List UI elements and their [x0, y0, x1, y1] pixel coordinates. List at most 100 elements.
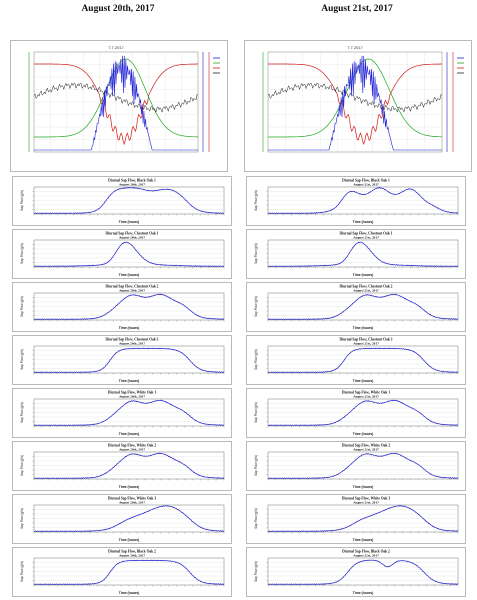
chart-title: Diurnal Sap Flow, Chestnut Oak 1 — [340, 232, 393, 236]
chart-subtitle: August 21st, 2017 — [353, 554, 379, 558]
sap-flow-line — [33, 399, 225, 426]
chart-title: Diurnal Sap Flow, Chestnut Oak 2 — [106, 285, 159, 289]
sap-flow-line — [33, 452, 225, 479]
x-axis-label: Time (hours) — [119, 326, 139, 330]
x-axis-label: Time (hours) — [353, 220, 373, 224]
y-axis-label: Sap Flow (g/h) — [20, 455, 24, 476]
y-axis-label: Sap Flow (g/h) — [254, 402, 258, 423]
sap-flow-chart: Diurnal Sap Flow, Chestnut Oak 3 August 2… — [12, 335, 232, 385]
chart-subtitle: August 21st, 2017 — [353, 236, 379, 240]
y-axis-label: Sap Flow (g/h) — [20, 243, 24, 264]
chart-subtitle: August 21st, 2017 — [353, 395, 379, 399]
chart-subtitle: August 21st, 2017 — [353, 183, 379, 187]
chart-title: Diurnal Sap Flow, Black Oak 1 — [108, 179, 156, 183]
sap-flow-line — [33, 293, 225, 320]
sap-flow-chart: Diurnal Sap Flow, White Oak 2 August 21st… — [246, 441, 466, 491]
sap-flow-chart: Diurnal Sap Flow, Black Oak 1 August 21st… — [246, 176, 466, 226]
x-axis-label: Time (hours) — [119, 432, 139, 436]
chart-title: Diurnal Sap Flow, Chestnut Oak 1 — [106, 232, 159, 236]
y-axis-label: Sap Flow (g/h) — [254, 508, 258, 529]
sap-flow-line — [33, 187, 224, 214]
chart-title: Diurnal Sap Flow, Black Oak 1 — [342, 179, 390, 183]
chart-frame — [246, 494, 466, 544]
x-axis-label: Time (hours) — [353, 485, 373, 489]
x-axis-label: Time (hours) — [353, 432, 373, 436]
chart-frame — [246, 229, 466, 279]
x-axis-label: Time (hours) — [119, 591, 139, 595]
chart-subtitle: August 20th, 2017 — [119, 501, 145, 505]
y-axis-label: Sap Flow (g/h) — [254, 349, 258, 370]
chart-frame — [246, 441, 466, 491]
chart-frame — [246, 176, 466, 226]
chart-subtitle: August 20th, 2017 — [119, 395, 145, 399]
temperature-series — [34, 58, 198, 138]
chart-title: Diurnal Sap Flow, White Oak 1 — [108, 391, 156, 395]
y-axis-label: Sap Flow (g/h) — [254, 561, 258, 582]
y-axis-label: Sap Flow (g/h) — [20, 349, 24, 370]
chart-frame — [12, 282, 232, 332]
sap-flow-line — [267, 559, 459, 585]
chart-subtitle: August 20th, 2017 — [119, 183, 145, 187]
chart-frame — [12, 229, 232, 279]
x-axis-label: Time (hours) — [119, 220, 139, 224]
sap-flow-chart: Diurnal Sap Flow, White Oak 1 August 20th… — [12, 388, 232, 438]
sap-flow-chart: Diurnal Sap Flow, Black Oak 1 August 20th… — [12, 176, 232, 226]
chart-subtitle: August 20th, 2017 — [119, 448, 145, 452]
chart-frame — [246, 388, 466, 438]
chart-frame — [246, 547, 466, 597]
sap-flow-line — [267, 347, 459, 373]
y-axis-label: Sap Flow (g/h) — [254, 190, 258, 211]
weather-chart-left: 7.7.2017 — [28, 45, 220, 153]
y-axis-label: Sap Flow (g/h) — [20, 561, 24, 582]
x-axis-label: Time (hours) — [119, 485, 139, 489]
weather-panel-frame — [10, 40, 228, 172]
x-axis-label: Time (hours) — [119, 538, 139, 542]
chart-title: Diurnal Sap Flow, Chestnut Oak 3 — [340, 338, 393, 342]
x-axis-label: Time (hours) — [353, 591, 373, 595]
chart-title: Diurnal Sap Flow, Black Oak 2 — [342, 550, 390, 554]
sap-flow-line — [268, 241, 459, 267]
humidity-series — [34, 63, 198, 146]
x-axis-label: Time (hours) — [119, 379, 139, 383]
sap-flow-line — [34, 347, 225, 373]
sap-flow-line — [34, 505, 225, 532]
y-axis-label: Sap Flow (g/h) — [254, 296, 258, 317]
sap-flow-chart: Diurnal Sap Flow, Black Oak 2 August 20th… — [12, 547, 232, 597]
sap-flow-chart: Diurnal Sap Flow, Chestnut Oak 1 August 2… — [246, 229, 466, 279]
y-axis-label: Sap Flow (g/h) — [20, 190, 24, 211]
x-axis-label: Time (hours) — [119, 273, 139, 277]
chart-frame — [12, 335, 232, 385]
sap-flow-line — [267, 187, 459, 214]
sap-flow-chart: Diurnal Sap Flow, Chestnut Oak 2 August 2… — [246, 282, 466, 332]
chart-title: Diurnal Sap Flow, White Oak 1 — [342, 391, 390, 395]
weather-panel-right: 7.7.2017 — [244, 40, 472, 172]
chart-title: Diurnal Sap Flow, White Oak 3 — [342, 497, 390, 501]
x-axis-label: Time (hours) — [353, 379, 373, 383]
x-axis-label: Time (hours) — [353, 273, 373, 277]
weather-date-label: 7.7.2017 — [108, 45, 124, 50]
chart-subtitle: August 21st, 2017 — [353, 448, 379, 452]
y-axis-label: Sap Flow (g/h) — [254, 243, 258, 264]
chart-frame — [12, 441, 232, 491]
chart-title: Diurnal Sap Flow, Chestnut Oak 3 — [106, 338, 159, 342]
chart-frame — [12, 547, 232, 597]
column-title-right: August 21st, 2017 — [321, 4, 393, 14]
chart-subtitle: August 20th, 2017 — [119, 289, 145, 293]
sap-flow-chart: Diurnal Sap Flow, Chestnut Oak 2 August 2… — [12, 282, 232, 332]
weather-panel-frame — [244, 40, 472, 172]
sap-flow-chart: Diurnal Sap Flow, White Oak 3 August 21st… — [246, 494, 466, 544]
sap-flow-chart: Diurnal Sap Flow, Chestnut Oak 1 August 2… — [12, 229, 232, 279]
